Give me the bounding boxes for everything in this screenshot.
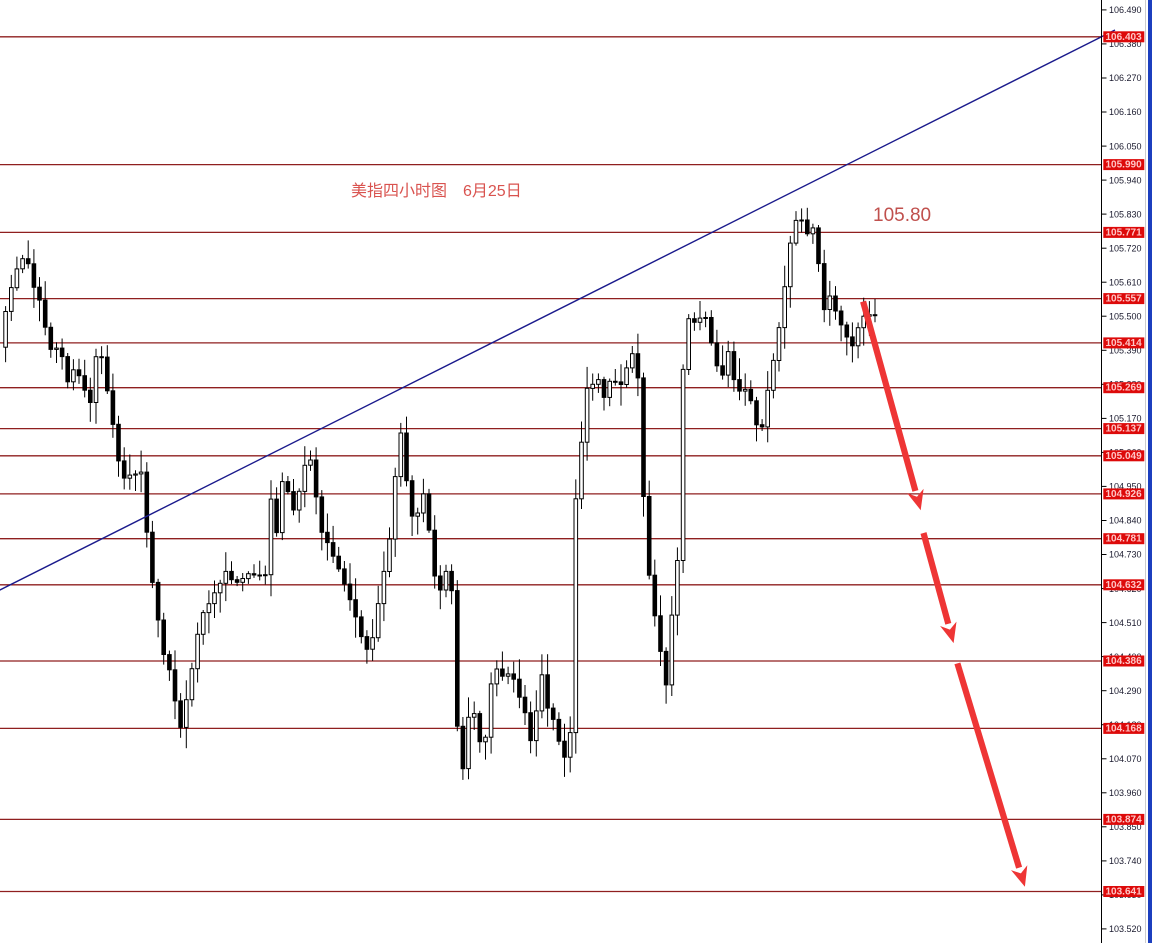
svg-text:105.269: 105.269 xyxy=(1106,383,1143,394)
svg-text:104.510: 104.510 xyxy=(1109,618,1142,628)
svg-text:105.830: 105.830 xyxy=(1109,209,1142,219)
svg-text:104.781: 104.781 xyxy=(1106,534,1143,545)
svg-text:105.80: 105.80 xyxy=(873,205,931,226)
svg-text:105.720: 105.720 xyxy=(1109,243,1142,253)
svg-text:106.270: 106.270 xyxy=(1109,73,1142,83)
svg-text:103.874: 103.874 xyxy=(1106,814,1143,825)
svg-text:104.386: 104.386 xyxy=(1106,656,1143,667)
svg-text:103.520: 103.520 xyxy=(1109,924,1142,934)
svg-text:106.160: 106.160 xyxy=(1109,107,1142,117)
svg-text:105.557: 105.557 xyxy=(1106,294,1143,305)
svg-text:105.990: 105.990 xyxy=(1106,160,1143,171)
svg-text:105.049: 105.049 xyxy=(1106,451,1143,462)
svg-text:105.940: 105.940 xyxy=(1109,175,1142,185)
svg-text:104.070: 104.070 xyxy=(1109,754,1142,764)
svg-text:105.500: 105.500 xyxy=(1109,311,1142,321)
svg-text:104.926: 104.926 xyxy=(1106,489,1143,500)
svg-text:104.290: 104.290 xyxy=(1109,686,1142,696)
svg-text:105.610: 105.610 xyxy=(1109,277,1142,287)
svg-text:103.740: 103.740 xyxy=(1109,856,1142,866)
svg-text:105.771: 105.771 xyxy=(1106,227,1143,238)
svg-text:105.414: 105.414 xyxy=(1106,338,1143,349)
svg-text:104.730: 104.730 xyxy=(1109,550,1142,560)
svg-text:105.170: 105.170 xyxy=(1109,414,1142,424)
svg-text:104.840: 104.840 xyxy=(1109,516,1142,526)
svg-text:106.403: 106.403 xyxy=(1106,32,1143,43)
svg-text:106.490: 106.490 xyxy=(1109,5,1142,15)
svg-text:103.641: 103.641 xyxy=(1106,887,1143,898)
svg-text:106.050: 106.050 xyxy=(1109,141,1142,151)
svg-text:104.632: 104.632 xyxy=(1106,580,1143,591)
svg-text:104.168: 104.168 xyxy=(1106,723,1143,734)
svg-text:103.960: 103.960 xyxy=(1109,788,1142,798)
svg-text:105.137: 105.137 xyxy=(1106,424,1143,435)
svg-text:美指四小时图 6月25日: 美指四小时图 6月25日 xyxy=(351,182,522,200)
